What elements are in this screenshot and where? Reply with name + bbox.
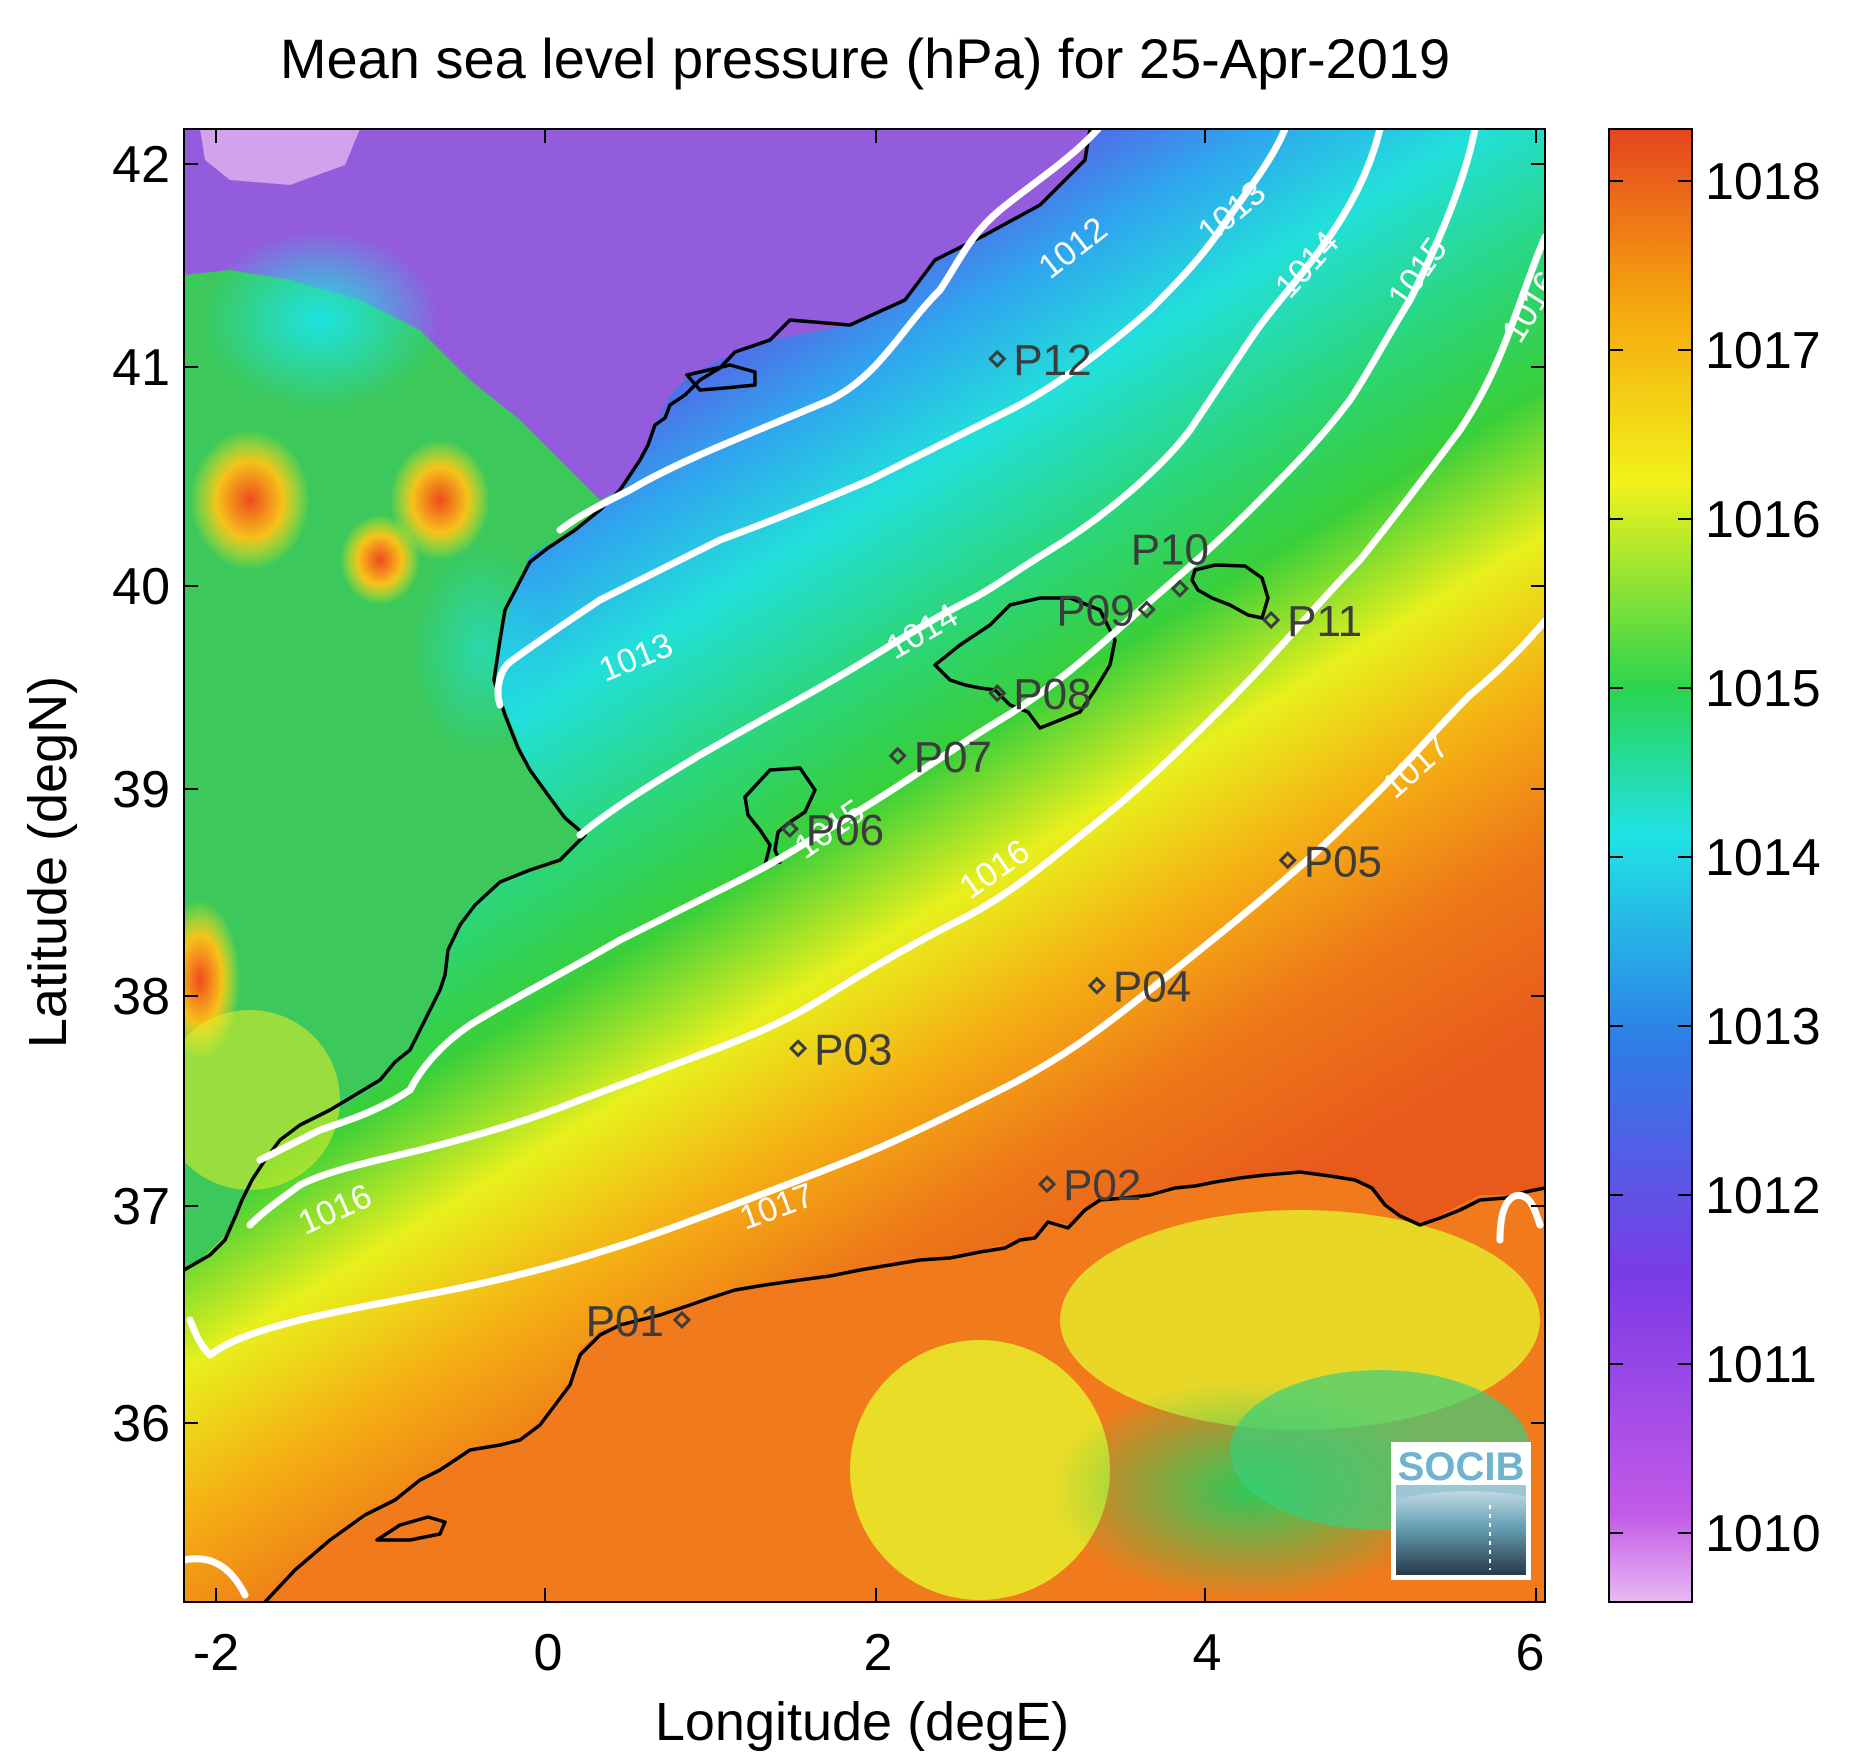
x-tick-label: -2 — [193, 1624, 239, 1682]
station-label: P08 — [1013, 670, 1091, 719]
station-p04: P04 — [1087, 963, 1191, 1012]
station-marker — [780, 819, 799, 839]
colorbar: 1010 1011 1012 1013 1014 1015 1016 1017 … — [1608, 128, 1821, 1603]
station-label: P11 — [1287, 597, 1362, 646]
y-axis-label: Latitude (degN) — [18, 676, 78, 1048]
station-label: P05 — [1304, 837, 1382, 886]
x-tick-label: 2 — [864, 1624, 893, 1682]
coastline-africa — [263, 1170, 1545, 1602]
y-tick-label: 37 — [112, 1178, 170, 1236]
station-marker — [1137, 600, 1156, 619]
station-marker — [1278, 851, 1297, 870]
colorbar-tick-label: 1014 — [1705, 829, 1821, 887]
land-north-light — [200, 129, 360, 185]
y-tick-label: 39 — [112, 761, 170, 819]
x-axis-label: Longitude (degE) — [655, 1692, 1069, 1752]
station-label: P03 — [814, 1025, 892, 1074]
station-marker — [888, 746, 907, 765]
island-menorca — [1190, 563, 1270, 620]
y-tick-label: 42 — [112, 136, 170, 194]
station-marker — [1037, 1175, 1057, 1194]
africa-yellow — [850, 1340, 1110, 1600]
land-yellow — [184, 1010, 340, 1190]
colorbar-tick-label: 1017 — [1705, 322, 1821, 380]
y-tick-label: 40 — [112, 558, 170, 616]
isobar-1017 — [186, 617, 1545, 1359]
isobar-1014 — [576, 129, 1384, 839]
plot-area: 1012 1013 1014 1015 1016 1013 1014 1015 … — [184, 129, 1545, 1602]
logo-text: SOCIB — [1398, 1445, 1525, 1489]
plot-border — [183, 128, 1546, 1603]
station-marker — [1262, 610, 1281, 630]
station-p11: P11 — [1262, 597, 1362, 646]
station-label: P01 — [586, 1297, 664, 1346]
colorbar-tick-label: 1015 — [1705, 660, 1821, 718]
island-ibiza — [743, 766, 817, 867]
colorbar-tick-label: 1013 — [1705, 998, 1821, 1056]
station-label: P06 — [806, 806, 884, 855]
station-label: P12 — [1013, 336, 1091, 385]
socib-logo: SOCIB — [1391, 1442, 1531, 1580]
land-cool — [410, 540, 550, 760]
colorbar-tick-label: 1011 — [1705, 1336, 1817, 1394]
station-p12: P12 — [988, 336, 1092, 385]
land-hotspot — [190, 430, 310, 570]
y-axis: 36 37 38 39 40 41 42 Latitude (degN) — [18, 136, 1545, 1453]
station-marker — [1087, 976, 1106, 995]
isobar-1015 — [256, 129, 1479, 1164]
x-tick-label: 6 — [1516, 1624, 1545, 1682]
station-p08: P08 — [988, 670, 1092, 719]
isobar-1017-east — [1496, 1191, 1544, 1244]
station-p05: P05 — [1278, 837, 1382, 886]
coastline-iberia — [184, 129, 1092, 1272]
station-p09: P09 — [1056, 587, 1156, 636]
isobar-1013 — [494, 129, 1289, 709]
colorbar-tick-label: 1018 — [1705, 153, 1821, 211]
x-tick-label: 4 — [1193, 1624, 1222, 1682]
land-iberia — [184, 129, 1090, 1272]
isobar-1012 — [556, 129, 1102, 534]
isobars — [184, 129, 1545, 1599]
station-p07: P07 — [888, 733, 992, 782]
station-points: P01 P02 P03 P04 P05 P06 P07 P08 P09 P10 P11 P12 — [586, 336, 1382, 1346]
x-tick-label: 0 — [534, 1624, 563, 1682]
chart-title: Mean sea level pressure (hPa) for 25-Apr… — [280, 27, 1450, 90]
x-axis: -2 0 2 4 6 Longitude (degE) — [193, 129, 1545, 1752]
station-label: P10 — [1131, 526, 1209, 575]
station-marker — [672, 1310, 692, 1330]
station-label: P02 — [1063, 1161, 1141, 1210]
station-p02: P02 — [1037, 1161, 1141, 1210]
station-marker — [988, 349, 1007, 368]
isobar-south-west — [184, 1555, 249, 1599]
isobar-1016 — [246, 233, 1545, 1229]
station-p06: P06 — [780, 806, 884, 855]
island-mallorca — [933, 596, 1117, 730]
y-tick-label: 41 — [112, 339, 170, 397]
station-label: P07 — [914, 733, 992, 782]
island-alboran — [375, 1515, 447, 1542]
land-cool — [200, 230, 440, 410]
station-p03: P03 — [788, 1025, 892, 1074]
colorbar-tick-label: 1016 — [1705, 491, 1821, 549]
land-hotspot — [390, 440, 490, 560]
station-label: P04 — [1113, 963, 1191, 1012]
y-tick-label: 38 — [112, 968, 170, 1026]
island-columbretes — [685, 363, 757, 392]
station-marker — [988, 684, 1007, 703]
colorbar-tick-label: 1012 — [1705, 1167, 1821, 1225]
land-north — [184, 129, 1090, 500]
station-marker — [1170, 579, 1189, 598]
station-marker — [788, 1039, 808, 1058]
station-p10: P10 — [1131, 526, 1209, 598]
land-hotspot — [340, 515, 420, 605]
y-tick-label: 36 — [112, 1395, 170, 1453]
station-label: P09 — [1056, 587, 1134, 636]
station-p01: P01 — [586, 1297, 692, 1346]
colorbar-tick-label: 1010 — [1705, 1505, 1821, 1563]
colorbar-gradient — [1608, 128, 1693, 1603]
